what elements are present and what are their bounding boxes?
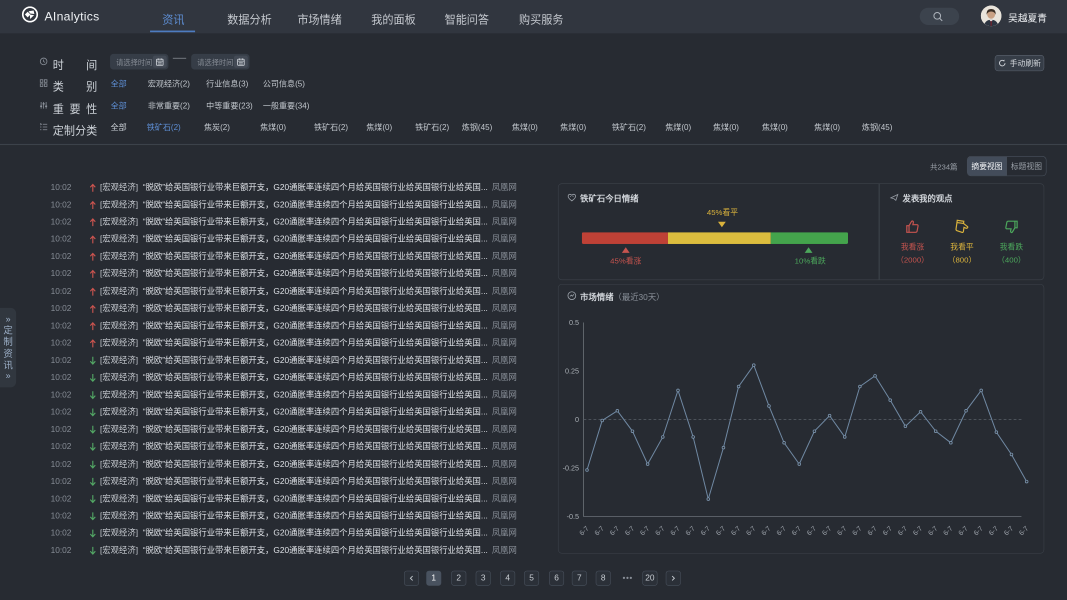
svg-text:-0.5: -0.5 — [567, 512, 579, 521]
svg-text:6-7: 6-7 — [654, 525, 666, 537]
svg-text:0.25: 0.25 — [565, 367, 579, 376]
svg-text:6-7: 6-7 — [958, 525, 970, 537]
svg-text:6-7: 6-7 — [927, 525, 939, 537]
svg-text:6-7: 6-7 — [776, 525, 788, 537]
svg-text:6-7: 6-7 — [851, 525, 863, 537]
svg-text:6-7: 6-7 — [836, 525, 848, 537]
svg-text:0: 0 — [575, 415, 579, 424]
svg-text:6-7: 6-7 — [715, 525, 727, 537]
svg-text:-0.25: -0.25 — [563, 464, 579, 473]
svg-text:6-7: 6-7 — [594, 525, 606, 537]
svg-text:6-7: 6-7 — [942, 525, 954, 537]
svg-text:6-7: 6-7 — [821, 525, 833, 537]
svg-text:6-7: 6-7 — [806, 525, 818, 537]
svg-text:6-7: 6-7 — [745, 525, 757, 537]
svg-text:6-7: 6-7 — [988, 525, 1000, 537]
svg-text:6-7: 6-7 — [973, 525, 985, 537]
svg-text:6-7: 6-7 — [912, 525, 924, 537]
svg-text:6-7: 6-7 — [700, 525, 712, 537]
svg-text:6-7: 6-7 — [624, 525, 636, 537]
svg-text:6-7: 6-7 — [1003, 525, 1015, 537]
svg-text:6-7: 6-7 — [639, 525, 651, 537]
svg-text:6-7: 6-7 — [791, 525, 803, 537]
svg-text:0.5: 0.5 — [569, 318, 579, 327]
svg-text:6-7: 6-7 — [882, 525, 894, 537]
svg-text:6-7: 6-7 — [609, 525, 621, 537]
svg-text:6-7: 6-7 — [579, 525, 591, 537]
svg-text:6-7: 6-7 — [670, 525, 682, 537]
svg-text:6-7: 6-7 — [867, 525, 879, 537]
svg-text:6-7: 6-7 — [685, 525, 697, 537]
svg-text:6-7: 6-7 — [761, 525, 773, 537]
svg-text:6-7: 6-7 — [1018, 525, 1030, 537]
svg-text:6-7: 6-7 — [897, 525, 909, 537]
svg-text:6-7: 6-7 — [730, 525, 742, 537]
